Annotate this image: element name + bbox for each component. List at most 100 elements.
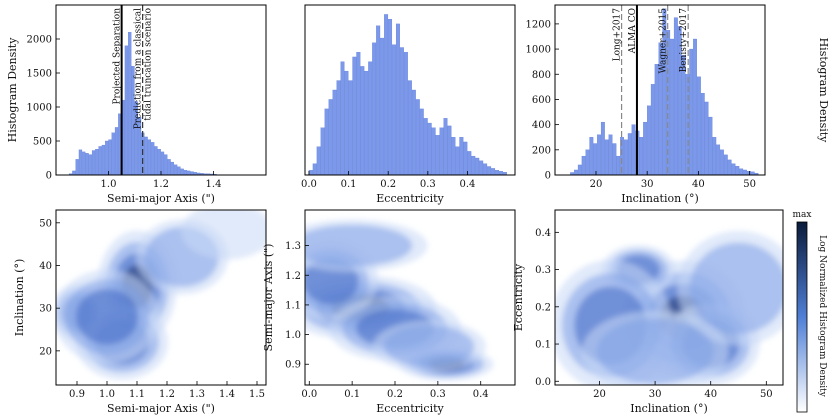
histogram-bar [455,146,460,175]
histogram-bar [739,168,744,175]
histogram-bar [654,64,659,175]
y-tick-label: 0 [46,171,52,182]
histogram-bar [78,149,83,175]
y-tick-label: 40 [39,261,52,272]
y-tick-label: 1.3 [285,241,301,252]
histogram-bar [700,92,705,175]
histogram-bar [463,141,468,175]
histogram-bar [336,80,341,175]
density-contour [689,242,783,334]
histogram-bar [746,171,751,175]
y-axis-label: Inclination (°) [13,259,26,337]
y-tick-label: 0 [545,171,551,182]
y-tick-label: 1.0 [285,330,301,341]
x-tick-label: 30 [641,179,654,190]
colorbar: max Log Normalized Histogram Density [793,210,827,413]
histogram-bar [483,163,488,175]
histogram-bar [670,38,674,175]
histogram-bar [743,169,747,175]
histogram-bar [200,173,204,175]
y-tick-label: 0.3 [535,265,551,276]
histogram-bar [451,137,456,175]
hist-e-frame [304,4,516,176]
histogram-bar [475,157,480,175]
x-axis-label: Inclination (°) [621,192,699,205]
histogram-bar [124,45,129,175]
histogram-bar [589,137,594,175]
x-tick-label: 0.1 [344,389,360,400]
histogram-bar [356,52,361,175]
histogram-bar [164,154,168,175]
histogram-bar [151,142,155,175]
reference-line-label: Wagner+2015 [659,8,669,74]
reference-line-label: Benisty+2017 [679,8,689,73]
histogram-bar [348,80,353,175]
histogram-bar [750,171,755,175]
y-tick-label: 50 [39,218,52,229]
histogram-bar [167,159,171,175]
histogram-bar [114,127,119,175]
density-contour [180,210,266,260]
hist-i-plot-area [570,5,759,175]
x-tick-label: 1.2 [153,179,169,190]
x-tick-label: 50 [760,389,773,400]
y-tick-label: 0.9 [285,360,301,371]
histogram-bar [411,89,416,175]
histogram-bar [316,146,321,175]
histogram-bar [616,155,621,175]
histogram-bar [447,125,452,175]
histogram-bar [577,164,582,175]
histogram-bar [623,139,628,175]
histogram-bar [95,149,99,175]
density-contour [305,224,413,267]
histogram-bar [372,42,377,175]
histogram-bar [340,61,345,175]
y-tick-label: 30 [39,304,52,315]
histogram-bar [643,121,648,175]
histogram-bar [320,127,325,175]
histogram-bar [85,153,89,175]
histogram-bar [111,132,115,175]
histogram-bar [435,135,440,175]
x-tick-label: 1.4 [206,179,222,190]
reference-line-label: Prediction from a classicaltidal truncat… [134,8,154,129]
histogram-bar [471,155,476,175]
y-axis-label: Eccentricity [512,263,525,331]
histogram-bar [423,118,428,175]
y-tick-label: 200 [532,145,551,156]
histogram-bar [593,143,598,175]
histogram-bar [479,160,484,175]
density-contour [75,288,139,345]
histogram-bar [173,164,178,175]
histogram-bar [128,32,132,175]
x-tick-label: 30 [649,389,662,400]
x-tick-label: 0.0 [301,389,317,400]
histogram-bar [631,124,636,175]
y-tick-label: 600 [532,95,551,106]
histogram-bar [388,19,393,175]
histogram-bar [187,170,191,175]
histogram-bar [639,137,644,175]
histogram-bar [731,163,736,175]
histogram-bar [467,151,472,175]
histogram-bar [419,108,424,175]
histogram-bar [650,84,655,175]
histogram-bar [380,37,385,175]
colorbar-title: Log Normalized Histogram Density [817,235,827,398]
x-tick-label: 1.5 [249,389,265,400]
histogram-bar [581,155,586,175]
histogram-bar [82,151,86,175]
y-tick-label: 1.1 [285,300,301,311]
histogram-bar [499,171,503,175]
histogram-bar [685,74,690,175]
hist-i-panel: Long+2017 ALMA CO Wagner+2015 Benisty+2017 2… [526,4,830,205]
map-ie-panel: 20 30 40 50 0.0 0.1 0.2 0.3 0.4 Inclination (°) Ec… [512,209,784,415]
histogram-bar [177,166,181,175]
histogram-bar [600,121,605,175]
histogram-bar [105,140,109,175]
histogram-bar [376,25,381,175]
map-ea-plot-area [305,210,515,385]
histogram-bar [196,172,201,175]
hist-i-frame [554,4,766,176]
